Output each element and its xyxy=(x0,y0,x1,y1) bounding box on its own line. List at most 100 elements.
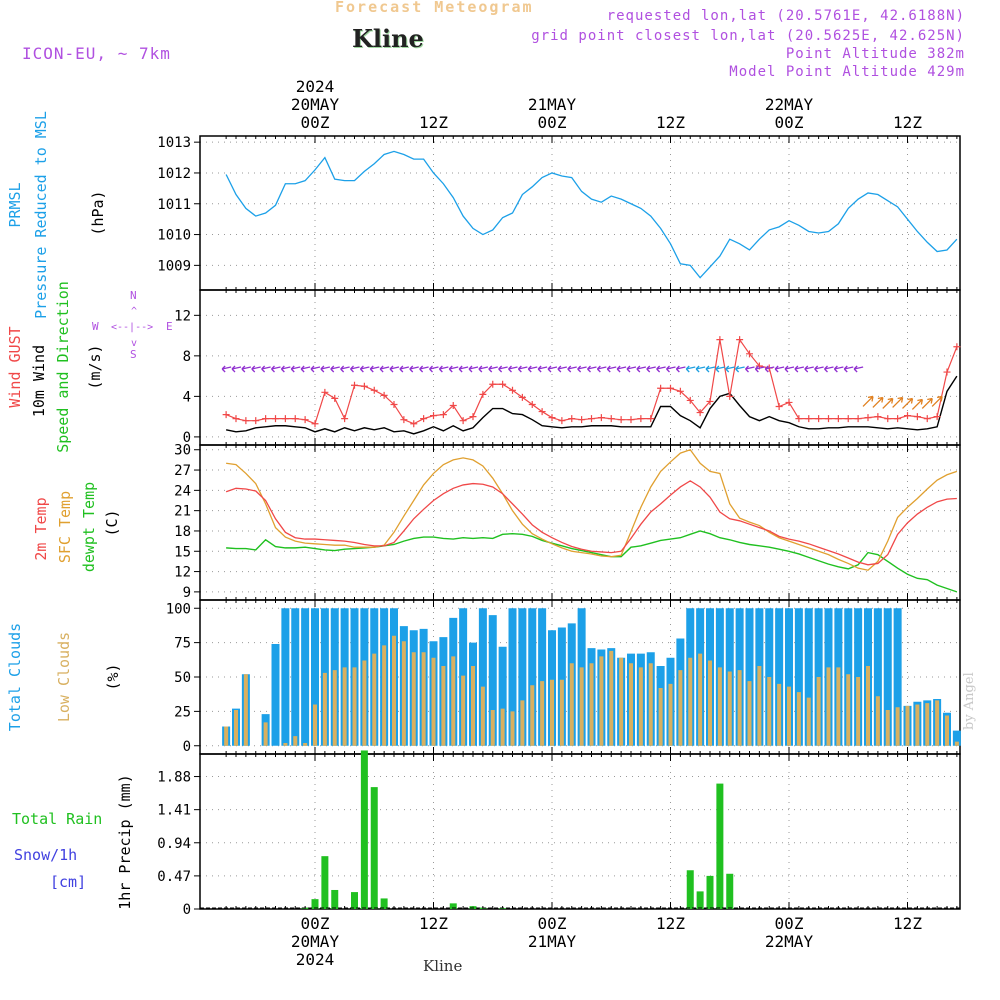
wind-direction-arrow xyxy=(853,365,864,373)
gust-marker xyxy=(449,401,457,409)
bottom-time-label: 12Z xyxy=(656,914,685,933)
temperature-ytick-label: 18 xyxy=(174,524,191,540)
snow-label: Snow/1h xyxy=(14,846,77,864)
precip-ytick-label: 0.47 xyxy=(157,869,191,885)
total-cloud-bar xyxy=(301,608,310,746)
gust-marker xyxy=(281,415,289,423)
gust-marker xyxy=(637,415,645,423)
clouds-ytick-label: 0 xyxy=(183,739,191,755)
wind-direction-arrow xyxy=(251,365,261,373)
temperature-ytick-label: 12 xyxy=(174,565,191,581)
gust-marker xyxy=(390,400,398,408)
rain-bar xyxy=(716,783,724,909)
gust-marker xyxy=(548,414,556,422)
low-cloud-bar xyxy=(461,675,466,746)
wind-direction-arrow xyxy=(656,365,666,373)
gust-marker xyxy=(825,415,832,423)
wind-ytick-label: 4 xyxy=(183,389,191,405)
low-cloud-bar xyxy=(747,681,752,746)
gust-marker xyxy=(627,416,635,424)
wind-direction-arrow xyxy=(340,365,350,373)
low-cloud-bar xyxy=(322,672,327,746)
low-cloud-bar xyxy=(875,696,880,746)
wind-direction-arrow xyxy=(843,365,854,373)
pressure-label-long: Pressure Reduced to MSL xyxy=(32,111,50,319)
bottom-time-label: 12Z xyxy=(419,914,448,933)
low-cloud-bar xyxy=(382,645,387,746)
low-cloud-bar xyxy=(243,674,248,746)
wind-direction-arrow xyxy=(488,365,498,373)
gust-marker xyxy=(518,393,526,401)
gust-marker xyxy=(834,415,842,423)
gust-marker xyxy=(716,336,724,344)
top-time-label: 12Z xyxy=(419,113,448,132)
gust-marker xyxy=(439,411,447,419)
low-cloud-bar xyxy=(559,679,564,746)
gust-marker xyxy=(617,416,625,424)
gust-marker xyxy=(479,390,487,398)
gust-marker xyxy=(805,415,813,423)
wind-ytick-label: 12 xyxy=(174,308,191,324)
wind10m-label: 10m Wind xyxy=(30,345,48,417)
gust-marker xyxy=(815,415,823,423)
pressure-ytick-label: 1013 xyxy=(157,135,191,151)
total-cloud-bar xyxy=(775,608,784,746)
gust-marker xyxy=(706,397,714,405)
pressure-unit: (hPa) xyxy=(89,190,107,235)
total-cloud-bar xyxy=(538,608,547,746)
low-cloud-bar xyxy=(925,703,930,746)
rain-bar xyxy=(706,875,714,909)
bottom-time-label: 22MAY xyxy=(765,932,814,951)
precip-ytick-label: 1.88 xyxy=(157,770,191,786)
top-time-label: 12Z xyxy=(656,113,685,132)
gust-marker xyxy=(311,420,319,428)
footer-location: Kline xyxy=(423,957,463,975)
total-cloud-bar xyxy=(281,608,290,746)
gust-marker xyxy=(509,386,516,394)
top-time-label: 00Z xyxy=(775,113,804,132)
wind-direction-arrow xyxy=(695,365,706,373)
low-cloud-bar xyxy=(510,711,515,746)
low-cloud-bar xyxy=(619,657,624,746)
gust-marker xyxy=(953,343,961,351)
bottom-time-label: 2024 xyxy=(296,950,335,969)
wind-direction-arrow xyxy=(527,365,538,373)
author-signature: by Angel xyxy=(962,672,977,730)
wind-direction-arrow xyxy=(685,365,696,373)
low-cloud-bar xyxy=(392,635,396,746)
low-cloud-bar xyxy=(648,663,653,746)
clouds-ytick-label: 50 xyxy=(174,670,191,686)
wind-direction-arrow xyxy=(458,365,469,373)
total-cloud-bar xyxy=(893,608,902,746)
compass-cross-h: <--|--> xyxy=(111,322,153,333)
gust-marker xyxy=(430,412,437,420)
rain-bar xyxy=(331,889,339,909)
compass-e: E xyxy=(166,320,173,333)
gust-marker xyxy=(775,403,783,411)
gust-marker xyxy=(884,415,892,423)
precip-ytick-label: 0.94 xyxy=(157,836,191,852)
gust-marker xyxy=(785,398,793,406)
low-cloud-bar xyxy=(737,670,742,746)
gust-marker xyxy=(943,368,951,376)
gust-marker xyxy=(746,350,753,358)
low-cloud-bar xyxy=(668,683,673,746)
low-cloud-bar xyxy=(550,679,554,746)
bottom-time-label: 00Z xyxy=(538,914,567,933)
low-cloud-bar xyxy=(530,685,535,746)
temperature-ytick-label: 15 xyxy=(174,544,191,560)
dewpt-label: dewpt Temp xyxy=(80,482,98,572)
model-label: ICON-EU, ~ 7km xyxy=(22,44,171,63)
low-cloud-bar xyxy=(678,670,683,746)
low-cloud-bar xyxy=(836,667,841,746)
low-cloud-bar xyxy=(451,656,456,746)
low-cloud-bar xyxy=(629,663,633,746)
total-cloud-bar xyxy=(528,608,537,746)
rain-bar xyxy=(380,898,388,909)
wind-direction-arrow xyxy=(587,365,597,373)
wind-direction-arrow xyxy=(862,395,874,407)
gust-marker xyxy=(913,413,921,421)
low-cloud-bar xyxy=(224,726,229,746)
gust-marker xyxy=(874,413,882,421)
